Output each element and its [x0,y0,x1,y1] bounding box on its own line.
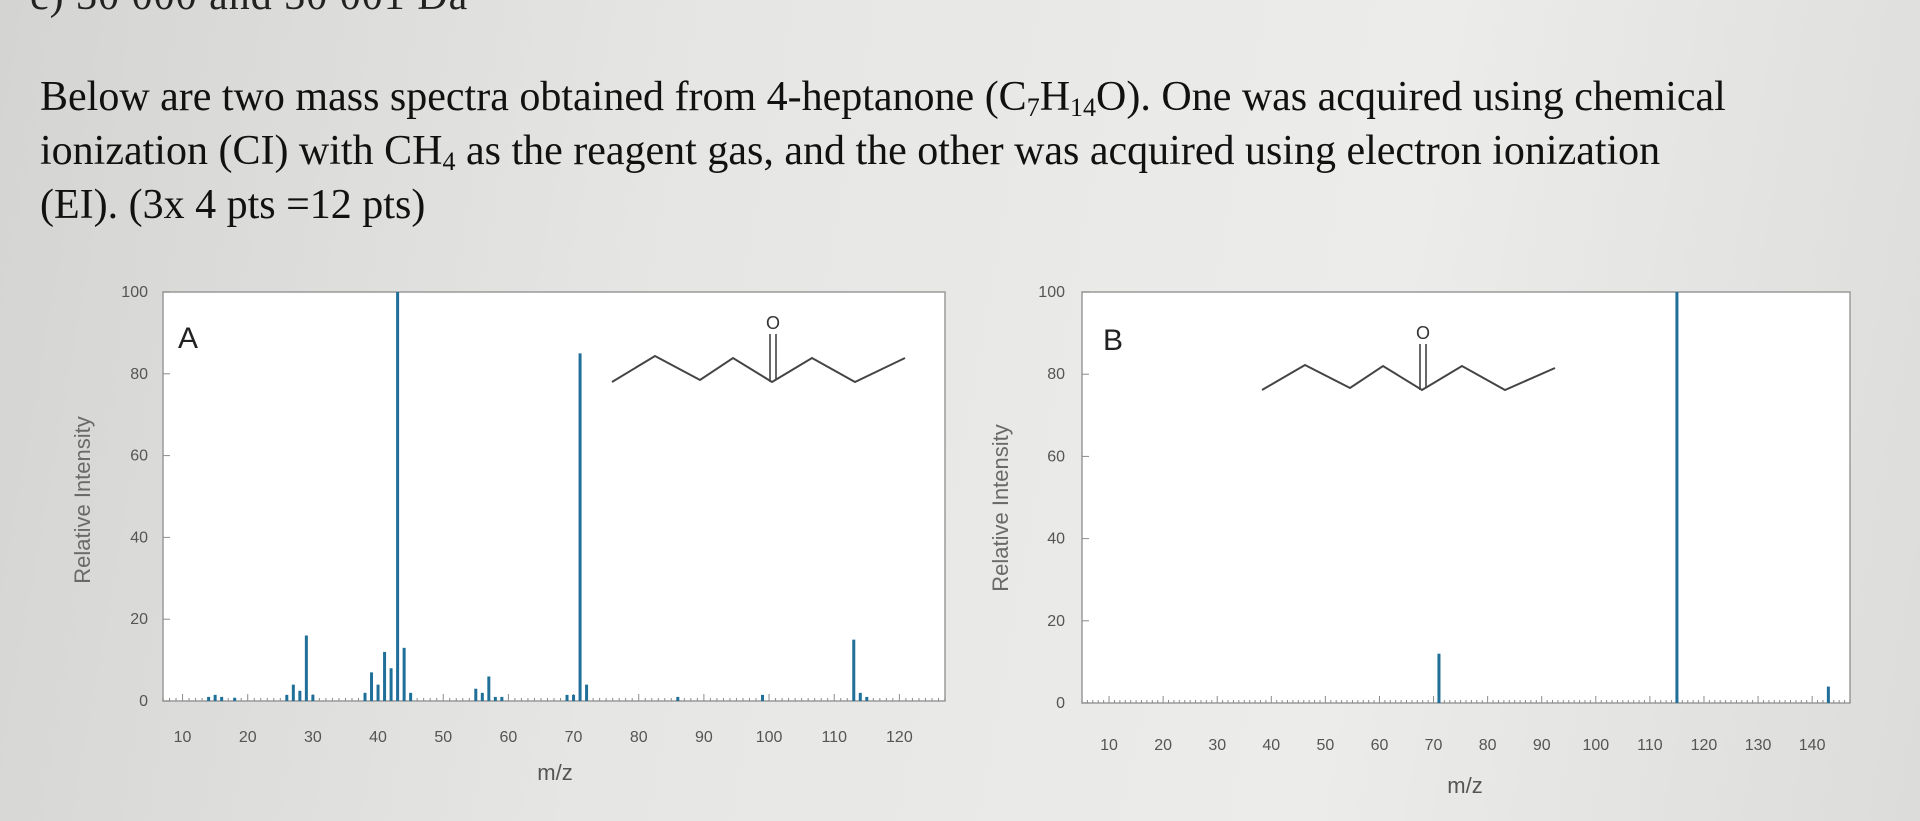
previous-question-text: c) 30 000 and 30 001 Da [30,0,468,20]
previous-question-fragment: c) 30 000 and 30 001 Da [0,0,1920,26]
chart-b-carbon-chain [1261,363,1556,392]
question-part: O). One was acquired using chemical ioni… [40,74,1726,174]
chart-a-y-tick-label: 40 [130,529,148,546]
question-subscript: 7 [1026,93,1040,122]
question-subscript: 4 [442,147,456,176]
chart-b-y-tick-label: 100 [1038,284,1065,301]
chart-b-y-tick-label: 0 [1056,695,1065,712]
chart-a-y-tick-label: 100 [121,284,148,301]
chart-a-carbon-chain [611,354,906,384]
chart-b-y-tick-label: 80 [1047,366,1065,383]
chart-b-x-tick-label: 90 [1533,737,1551,754]
chart-b-x-tick-label: 10 [1100,737,1118,754]
chart-b-x-tick-label: 100 [1582,737,1609,754]
chart-b-oxygen-label: O [1416,323,1430,343]
chart-a-x-tick-label: 100 [756,729,783,746]
chart-b-x-tick-label: 20 [1154,737,1172,754]
chart-a-x-tick-label: 90 [695,729,713,746]
chart-b-y-axis-label: Relative Intensity [988,424,1013,592]
chart-b-x-axis-label: m/z [1447,773,1482,798]
chart-a-x-tick-label: 120 [886,729,913,746]
chart-a-x-axis-label: m/z [537,760,572,785]
chart-a-x-tick-label: 50 [434,729,452,746]
chart-a-y-tick-label: 20 [130,611,148,628]
chart-a-marks: 10 20 30 40 50 60 70 80 90 100 110 120 0 20 40 60 80 100 [121,284,946,746]
chart-b-x-tick-label: 130 [1745,737,1772,754]
chart-a-y-tick-label: 0 [139,693,148,710]
chart-a-panel-label: A [178,322,198,355]
chart-b-marks: 10 20 30 40 50 60 70 80 90 100 110 120 130 140 0 20 40 60… [1038,284,1851,754]
chart-b-x-tick-label: 30 [1208,737,1226,754]
chart-a-y-tick-label: 60 [130,448,148,465]
chart-b-y-tick-label: 20 [1047,613,1065,630]
chart-a-x-tick-label: 60 [499,729,517,746]
chart-b-x-tick-label: 60 [1371,737,1389,754]
chart-a-oxygen-label: O [766,313,780,333]
chart-b-x-tick-label: 70 [1425,737,1443,754]
chart-b-molecule-structure: O [1261,323,1556,392]
chart-a-x-tick-label: 20 [239,729,257,746]
question-part: Below are two mass spectra obtained from… [40,74,1027,120]
chart-b-x-tick-label: 110 [1637,737,1663,754]
question-part: H [1039,74,1071,120]
chart-b-y-tick-label: 60 [1047,448,1065,465]
chart-a-x-tick-label: 80 [630,729,648,746]
chart-a-x-tick-label: 30 [304,729,322,746]
question-text: Below are two mass spectra obtained from… [40,70,1740,232]
chart-a-y-tick-label: 80 [130,366,148,383]
chart-a-molecule-structure: O [611,313,906,384]
chart-a-x-tick-label: 10 [174,729,192,746]
chart-a-y-axis-label: Relative Intensity [70,416,95,584]
chart-b-plot-area [1081,291,1851,704]
chart-a-plot-area [162,291,946,702]
chart-b-x-tick-label: 80 [1479,737,1497,754]
question-part: as the reagent gas, and the other was ac… [40,128,1661,228]
chart-b-panel-label: B [1103,324,1123,357]
chart-b-x-tick-label: 120 [1691,737,1718,754]
chart-a-x-tick-label: 110 [821,729,847,746]
chart-b-x-tick-label: 140 [1799,737,1826,754]
question-subscript: 14 [1070,93,1097,122]
chart-b-x-tick-label: 50 [1316,737,1334,754]
chart-a-x-tick-label: 70 [565,729,583,746]
chart-b-y-tick-label: 40 [1047,531,1065,548]
chart-a-x-tick-label: 40 [369,729,387,746]
chart-b-x-tick-label: 40 [1262,737,1280,754]
